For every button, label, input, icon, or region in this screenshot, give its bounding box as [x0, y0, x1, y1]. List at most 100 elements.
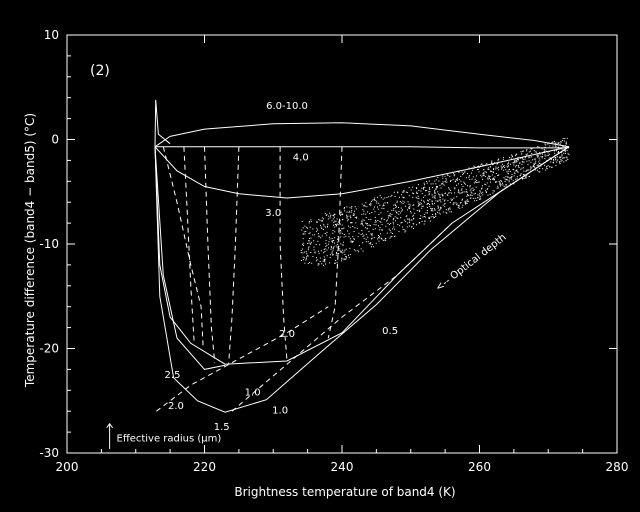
scatter-point [400, 217, 402, 219]
scatter-point [429, 191, 431, 193]
scatter-point [412, 193, 414, 195]
scatter-point [523, 161, 525, 163]
scatter-point [344, 210, 346, 212]
scatter-point [374, 197, 376, 199]
scatter-point [465, 202, 467, 204]
scatter-point [416, 209, 418, 211]
scatter-point [449, 207, 451, 209]
scatter-point [472, 176, 474, 178]
scatter-point [542, 168, 544, 170]
scatter-point [340, 231, 342, 233]
scatter-point [329, 256, 331, 258]
scatter-point [320, 237, 322, 239]
scatter-point [461, 184, 463, 186]
scatter-point [407, 218, 409, 220]
curve-spike [154, 99, 171, 147]
scatter-point [538, 171, 540, 173]
axes: 200 220 240 260 280 -30 -20 -10 0 10 [39, 28, 628, 474]
scatter-point [365, 213, 367, 215]
scatter-point [416, 191, 418, 193]
scatter-point [380, 221, 382, 223]
scatter-point [321, 220, 323, 222]
scatter-point [423, 200, 425, 202]
scatter-point [370, 203, 372, 205]
scatter-point [363, 204, 365, 206]
scatter-point [514, 172, 516, 174]
scatter-point [351, 241, 353, 243]
scatter-point [407, 218, 409, 220]
scatter-point [394, 228, 396, 230]
scatter-point [368, 218, 370, 220]
scatter-point [302, 256, 304, 258]
scatter-point [365, 227, 367, 229]
scatter-point [503, 169, 505, 171]
scatter-point [319, 261, 321, 263]
scatter-point [354, 216, 356, 218]
scatter-point [464, 201, 466, 203]
scatter-point [394, 203, 396, 205]
scatter-point [321, 263, 323, 265]
scatter-point [304, 225, 306, 227]
scatter-point [418, 209, 420, 211]
scatter-point [478, 181, 480, 183]
scatter-point [538, 157, 540, 159]
scatter-point [555, 157, 557, 159]
scatter-point [324, 248, 326, 250]
scatter-point [313, 246, 315, 248]
scatter-point [512, 161, 514, 163]
scatter-point [453, 173, 455, 175]
scatter-point [497, 162, 499, 164]
scatter-point [408, 195, 410, 197]
scatter-point [308, 242, 310, 244]
scatter-point [536, 156, 538, 158]
scatter-point [454, 187, 456, 189]
scatter-point [338, 221, 340, 223]
scatter-point [340, 213, 342, 215]
scatter-point [567, 152, 569, 154]
scatter-point [371, 212, 373, 214]
scatter-point [561, 148, 563, 150]
scatter-point [320, 226, 322, 228]
scatter-point [495, 173, 497, 175]
scatter-point [310, 237, 312, 239]
scatter-point [323, 256, 325, 258]
scatter-point [503, 185, 505, 187]
scatter-point [498, 183, 500, 185]
scatter-point [539, 159, 541, 161]
scatter-point [416, 187, 418, 189]
scatter-point [312, 234, 314, 236]
scatter-point [554, 150, 556, 152]
scatter-point [435, 185, 437, 187]
scatter-point [335, 220, 337, 222]
scatter-point [390, 195, 392, 197]
scatter-point [552, 141, 554, 143]
scatter-point [517, 158, 519, 160]
scatter-point [347, 254, 349, 256]
scatter-point [408, 221, 410, 223]
scatter-point [481, 187, 483, 189]
scatter-point [530, 166, 532, 168]
scatter-point [483, 169, 485, 171]
curves [154, 99, 570, 413]
scatter-point [483, 174, 485, 176]
scatter-point [351, 207, 353, 209]
scatter-point [507, 173, 509, 175]
scatter-point [442, 198, 444, 200]
scatter-point [437, 205, 439, 207]
scatter-point [337, 238, 339, 240]
scatter-point [411, 219, 413, 221]
scatter-point [426, 210, 428, 212]
scatter-point [454, 174, 456, 176]
scatter-point [317, 250, 319, 252]
scatter-point [500, 165, 502, 167]
scatter-point [494, 162, 496, 164]
scatter-point [420, 199, 422, 201]
scatter-point [472, 197, 474, 199]
scatter-point [447, 209, 449, 211]
scatter-point [391, 232, 393, 234]
scatter-point [433, 216, 435, 218]
scatter-point [435, 200, 437, 202]
scatter-point [330, 247, 332, 249]
scatter-point [417, 184, 419, 186]
scatter-point [496, 163, 498, 165]
